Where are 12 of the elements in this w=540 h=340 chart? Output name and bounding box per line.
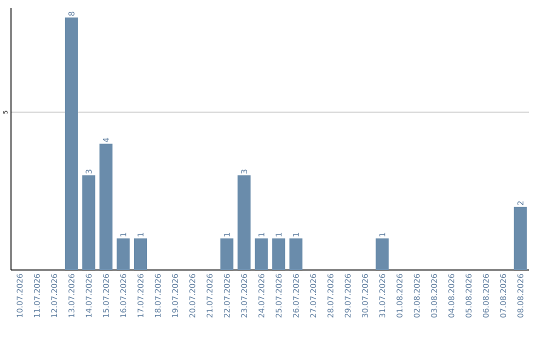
bar: [99, 144, 112, 270]
bar: [238, 175, 251, 270]
bar: [220, 238, 234, 270]
bar: [272, 238, 286, 270]
bar: [289, 238, 302, 270]
bar: [82, 175, 96, 270]
bar: [514, 206, 527, 270]
bar: [376, 238, 389, 270]
bar: [254, 238, 268, 270]
bar: [64, 17, 78, 270]
bar: [116, 238, 130, 270]
bar: [134, 238, 147, 270]
